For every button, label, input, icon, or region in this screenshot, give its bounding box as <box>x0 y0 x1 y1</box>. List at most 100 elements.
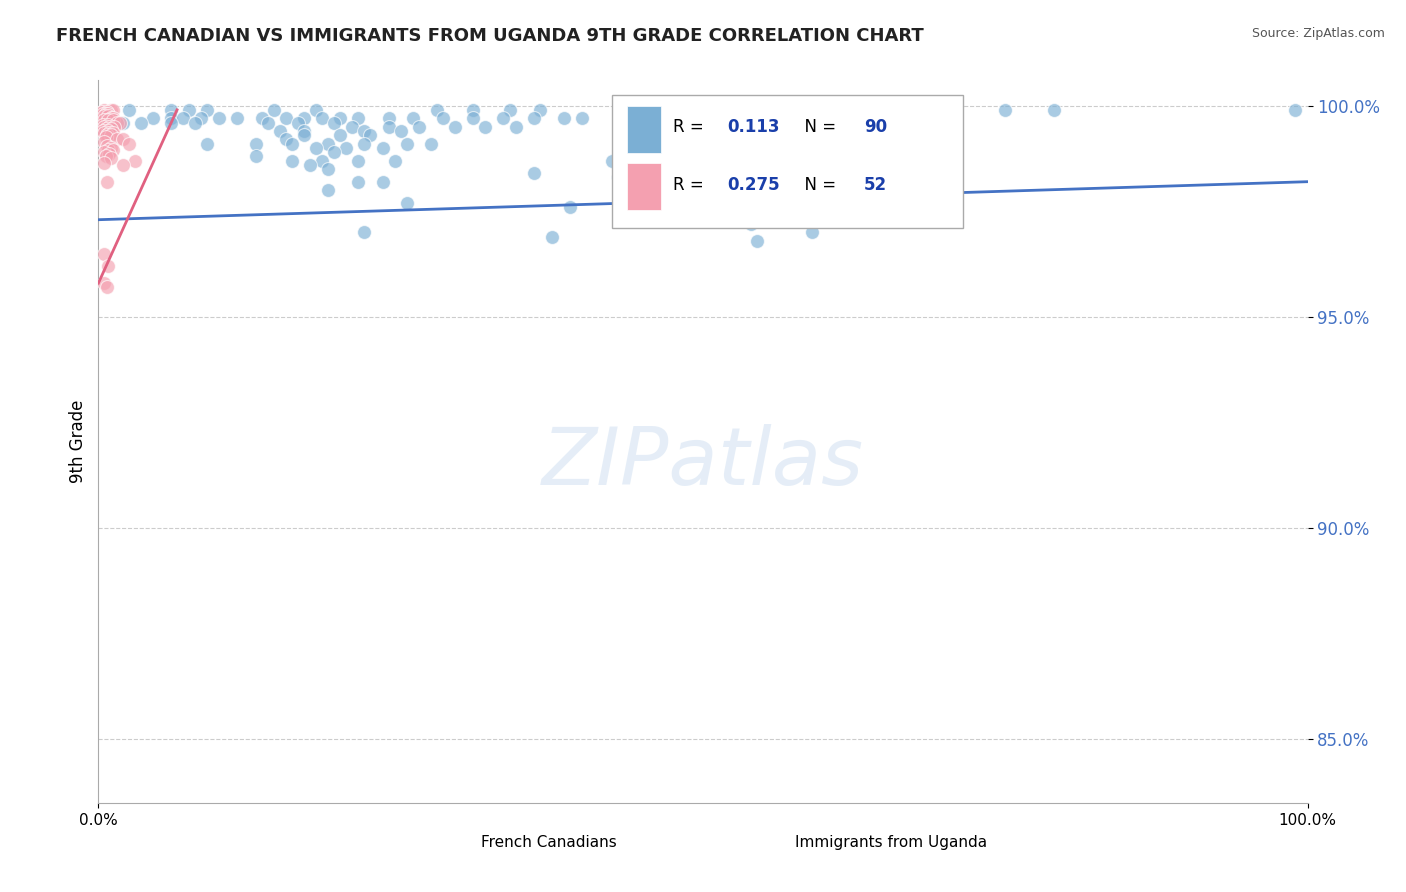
Text: R =: R = <box>672 119 709 136</box>
Point <box>91 118 114 132</box>
Point <box>492 112 515 126</box>
Point <box>103 120 125 134</box>
Point <box>160 103 183 117</box>
Point <box>474 120 496 134</box>
Point <box>602 153 624 168</box>
Point <box>274 112 297 126</box>
Point <box>553 112 575 126</box>
Point <box>97 113 120 128</box>
Point <box>540 229 562 244</box>
Point <box>96 280 118 294</box>
FancyBboxPatch shape <box>758 831 785 854</box>
Point <box>100 152 122 166</box>
Point <box>195 103 218 117</box>
Point <box>292 112 315 126</box>
Point <box>402 112 425 126</box>
Point <box>281 136 304 151</box>
Point <box>263 103 285 117</box>
Point <box>172 112 194 126</box>
Point <box>195 136 218 151</box>
Point <box>800 226 823 240</box>
Point <box>371 175 394 189</box>
Point <box>101 143 124 157</box>
Point <box>97 259 120 273</box>
Point <box>420 136 443 151</box>
Point <box>747 234 769 248</box>
Point <box>523 112 546 126</box>
Point <box>329 112 352 126</box>
Point <box>93 155 115 169</box>
Point <box>342 120 364 134</box>
Point <box>994 103 1017 117</box>
Point <box>124 153 146 168</box>
Point <box>160 112 183 126</box>
Point <box>97 118 120 132</box>
Point <box>353 136 375 151</box>
Point <box>100 141 122 155</box>
Point <box>287 115 309 129</box>
Point <box>571 112 593 126</box>
Point <box>353 226 375 240</box>
Point <box>384 153 406 168</box>
Point <box>100 103 122 117</box>
Point <box>256 115 278 129</box>
Point <box>347 175 370 189</box>
Point <box>94 149 117 163</box>
Point <box>740 217 762 231</box>
Point <box>274 132 297 146</box>
Point <box>142 112 165 126</box>
Point <box>93 135 115 149</box>
Point <box>93 103 115 117</box>
Point <box>558 200 581 214</box>
Point <box>335 141 357 155</box>
Point <box>111 132 134 146</box>
Point <box>299 158 322 172</box>
Point <box>101 126 124 140</box>
Point <box>98 126 121 140</box>
Point <box>129 115 152 129</box>
Text: 0.275: 0.275 <box>727 176 780 194</box>
Point <box>329 128 352 143</box>
Point <box>93 276 115 290</box>
Point <box>668 161 690 176</box>
Text: French Canadians: French Canadians <box>481 835 616 850</box>
Point <box>377 112 399 126</box>
Point <box>97 124 120 138</box>
Point <box>463 112 485 126</box>
Point <box>190 112 212 126</box>
Point <box>668 187 690 202</box>
Point <box>245 149 267 163</box>
Point <box>105 115 128 129</box>
Point <box>101 112 124 126</box>
Point <box>250 112 273 126</box>
FancyBboxPatch shape <box>627 163 661 211</box>
Point <box>607 170 630 185</box>
Point <box>408 120 430 134</box>
Point <box>100 121 122 136</box>
Point <box>96 175 118 189</box>
Point <box>97 107 120 121</box>
Point <box>98 120 121 134</box>
Point <box>360 128 382 143</box>
Point <box>93 109 115 123</box>
Point <box>498 103 520 117</box>
Text: Immigrants from Uganda: Immigrants from Uganda <box>794 835 987 850</box>
Point <box>93 120 115 134</box>
Point <box>111 158 134 172</box>
Point <box>269 124 291 138</box>
Text: 0.113: 0.113 <box>727 119 780 136</box>
Point <box>377 120 399 134</box>
Point <box>101 113 124 128</box>
Point <box>305 103 328 117</box>
Point <box>96 138 118 153</box>
Point <box>96 128 118 143</box>
Point <box>93 145 115 160</box>
Point <box>316 136 339 151</box>
Point <box>523 166 546 180</box>
Point <box>91 105 114 120</box>
Text: N =: N = <box>793 176 841 194</box>
Point <box>311 112 333 126</box>
Point <box>226 112 249 126</box>
Point <box>697 178 720 193</box>
Point <box>1042 103 1064 117</box>
